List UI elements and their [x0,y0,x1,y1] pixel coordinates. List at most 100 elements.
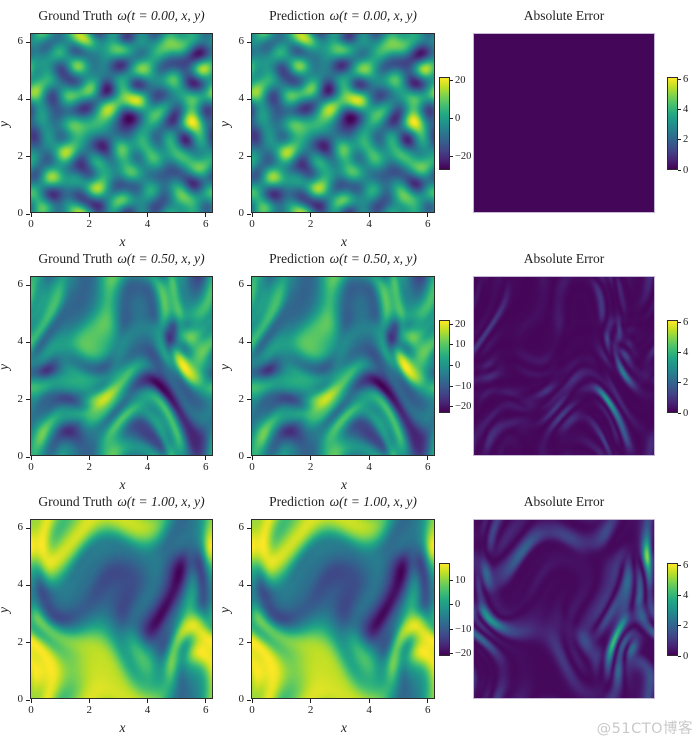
y-axis-label: y [217,607,232,613]
x-tick-mark [205,213,207,217]
y-tick-mark [26,156,30,158]
y-tick-label: 4 [17,92,24,105]
y-tick-mark [26,456,30,458]
colorbar-tick-label: 6 [683,316,689,328]
x-axis-label: x [341,720,347,735]
x-tick-label: 6 [203,218,209,230]
panel-title: Absolute Error [524,8,605,24]
heatmap-canvas [252,520,434,698]
y-tick-label: 4 [17,335,24,348]
x-tick-label: 0 [28,461,34,473]
colorbar-tick-mark [450,118,453,120]
x-tick-label: 6 [424,704,431,716]
y-tick-label: 4 [238,92,245,105]
colorbar-prediction-t000: 20 0 −20 [439,75,471,170]
x-tick-label: 2 [307,461,314,473]
x-tick-mark [147,213,148,217]
colorbar-tick-label: 0 [683,650,689,662]
colorbar-tick-mark [678,595,681,596]
colorbar-tick-mark [450,579,453,581]
y-tick-label: 0 [238,693,245,705]
y-tick-label: 4 [238,335,245,348]
colorbar-tick-label: −20 [455,401,472,413]
heatmap-canvas [252,277,434,455]
x-tick-label: 4 [144,704,151,716]
colorbar-tick-label: 20 [455,75,466,87]
y-tick-mark [26,284,30,286]
heatmap-canvas [252,34,434,212]
panel-ground-truth-t000: Ground Truth ω(t = 0.00, x, y) 0 2 4 6 0 2 4 6 x y [0,8,213,249]
x-tick-mark [310,456,312,460]
x-tick-mark [88,456,90,460]
x-tick-label: 6 [424,461,431,473]
x-tick-label: 0 [249,461,255,473]
colorbar-error-t050: 6 4 2 0 [667,317,688,419]
x-tick-mark [310,213,312,217]
y-tick-label: 6 [238,278,245,291]
colorbar-gradient [667,320,678,413]
panel-title: Prediction ω(t = 1.00, x, y) [269,494,417,510]
panel-title: Prediction ω(t = 0.00, x, y) [269,8,417,24]
colorbar-tick-mark [450,323,453,325]
y-tick-mark [247,642,251,644]
colorbar-tick-label: 0 [455,113,461,125]
colorbar-error-t100: 6 4 2 0 [667,560,688,662]
x-tick-label: 0 [249,218,255,230]
title-text: Prediction [269,251,325,266]
panel-prediction-t050: Prediction ω(t = 0.50, x, y) 0 2 4 6 0 2 4 6 x y [217,251,435,492]
colorbar-gradient [439,320,450,413]
title-text: Ground Truth [38,8,113,23]
y-tick-label: 2 [17,635,24,648]
x-tick-mark [368,699,370,703]
y-tick-label: 4 [17,578,24,591]
x-tick-mark [30,456,32,460]
colorbar-tick-label: 6 [683,73,689,85]
colorbar-tick-label: 0 [683,164,689,176]
y-tick-label: 6 [17,278,24,291]
x-tick-label: 2 [86,218,93,230]
panel-ground-truth-t050: Ground Truth ω(t = 0.50, x, y) 0 2 4 6 0 2 4 6 x y [0,251,213,492]
title-text: Absolute Error [523,8,605,23]
heatmap-canvas [474,520,654,698]
colorbar-tick-mark [678,169,681,171]
x-tick-mark [310,699,312,703]
panel-title: Absolute Error [524,494,605,510]
y-tick-mark [26,527,30,529]
x-axis-label: x [119,234,126,249]
y-tick-mark [26,699,30,701]
y-tick-label: 2 [238,149,245,162]
y-tick-label: 0 [17,207,24,219]
y-axis-label: y [0,121,12,127]
title-text: Prediction [269,494,325,509]
colorbar-tick-label: 0 [455,599,461,611]
colorbar-tick-mark [678,139,681,141]
colorbar-prediction-t100: 10 0 −10 −20 [439,563,471,659]
y-tick-label: 6 [238,521,245,534]
y-tick-label: 0 [17,693,24,705]
y-tick-label: 2 [238,392,245,405]
colorbar-tick-label: 20 [455,318,466,330]
y-tick-mark [247,284,251,286]
colorbar-tick-mark [678,78,681,80]
title-math: ω(t = 0.00, x, y) [329,8,417,23]
title-math: ω(t = 0.00, x, y) [117,8,205,23]
x-tick-label: 2 [86,461,93,473]
y-tick-label: 0 [238,450,245,462]
x-tick-mark [30,213,32,217]
title-math: ω(t = 1.00, x, y) [329,494,417,509]
panel-title: Ground Truth ω(t = 0.50, x, y) [38,251,204,267]
title-text: Ground Truth [38,494,113,509]
colorbar-tick-label: −10 [455,623,472,635]
colorbar-tick-label: 6 [683,559,689,571]
y-tick-mark [247,341,251,343]
colorbar-tick-mark [678,625,681,627]
y-tick-label: 2 [238,635,245,648]
y-tick-label: 4 [238,578,245,591]
x-axis-label: x [119,720,126,735]
title-text: Prediction [269,8,325,23]
colorbar-tick-mark [678,109,681,110]
heatmap-canvas [474,277,654,455]
x-tick-mark [251,699,253,703]
y-tick-mark [247,399,251,401]
